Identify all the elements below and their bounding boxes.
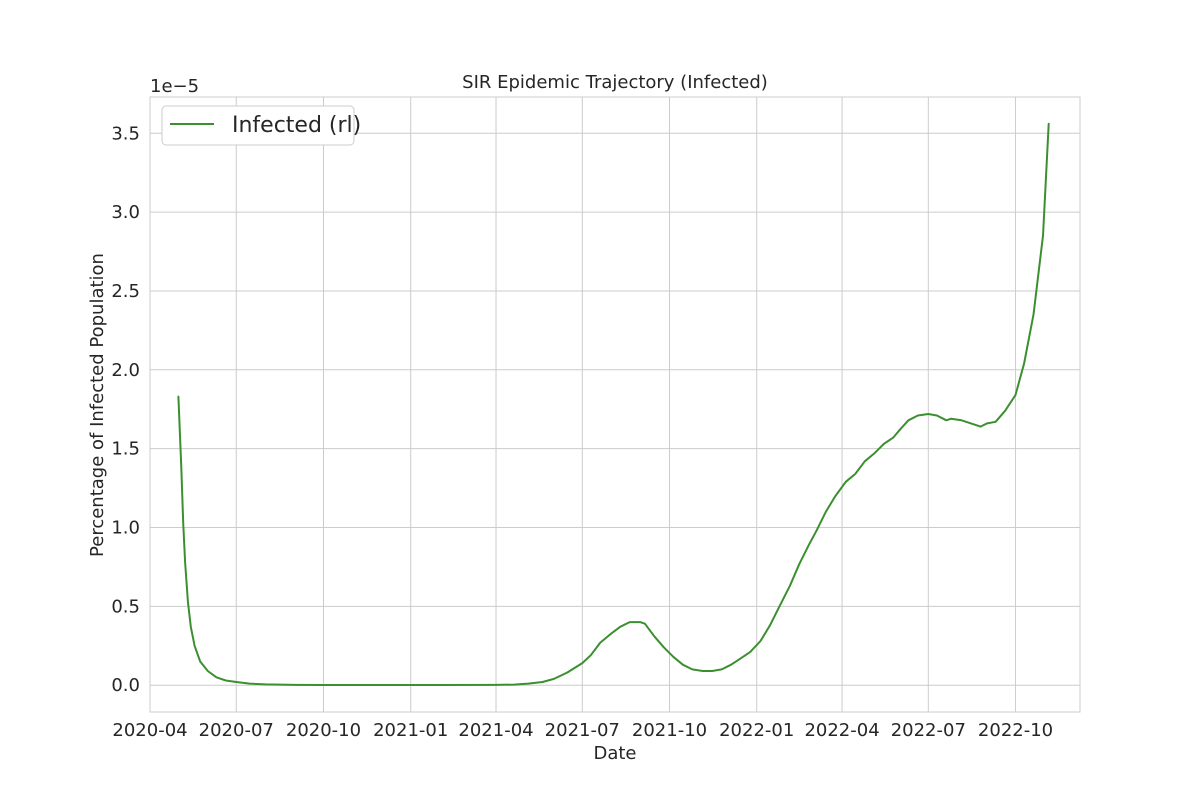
chart-title: SIR Epidemic Trajectory (Infected)	[462, 72, 768, 93]
y-tick-label: 1.0	[111, 518, 140, 539]
y-tick-label: 3.0	[111, 202, 140, 223]
y-tick-label: 3.5	[111, 123, 140, 144]
x-tick-label: 2021-01	[373, 720, 448, 741]
y-tick-labels: 0.0 0.5 1.0 1.5 2.0 2.5 3.0 3.5	[111, 123, 140, 696]
y-tick-label: 0.0	[111, 675, 140, 696]
x-tick-label: 2020-04	[112, 720, 187, 741]
x-tick-label: 2021-04	[458, 720, 533, 741]
grid-layer	[149, 97, 1080, 712]
series-line-infected	[177, 122, 1050, 686]
plot-frame	[149, 96, 1081, 713]
x-tick-label: 2020-07	[199, 720, 274, 741]
x-tick-label: 2022-04	[804, 720, 879, 741]
x-tick-label: 2022-10	[978, 720, 1053, 741]
x-tick-labels: 2020-04 2020-07 2020-10 2021-01 2021-04 2021-…	[112, 720, 1053, 741]
y-tick-label: 0.5	[111, 596, 140, 617]
y-tick-label: 2.0	[111, 360, 140, 381]
y-axis-title: Percentage of Infected Population	[87, 253, 108, 557]
y-tick-label: 1.5	[111, 439, 140, 460]
legend-label: Infected (rl)	[232, 113, 361, 138]
y-tick-label: 2.5	[111, 281, 140, 302]
legend-box	[161, 105, 355, 146]
x-axis-title: Date	[593, 743, 636, 764]
x-tick-label: 2022-07	[891, 720, 966, 741]
x-tick-label: 2021-07	[545, 720, 620, 741]
series-layer	[177, 122, 1050, 686]
legend: Infected (rl)	[161, 105, 361, 146]
x-tick-label: 2022-01	[719, 720, 794, 741]
x-tick-label: 2020-10	[286, 720, 361, 741]
y-offset-label: 1e−5	[150, 76, 199, 97]
x-tick-label: 2021-10	[632, 720, 707, 741]
